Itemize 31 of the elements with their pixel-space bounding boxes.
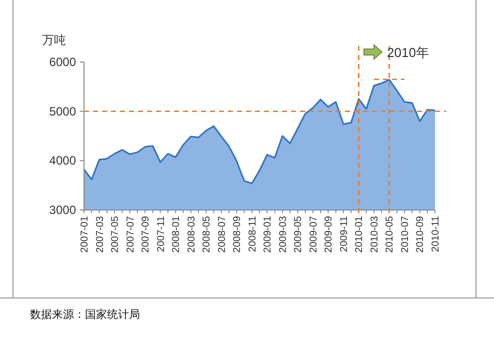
x-tick-label: 2010-07 <box>400 216 411 253</box>
x-tick-label: 2008-01 <box>171 216 182 253</box>
y-tick-label: 3000 <box>49 203 76 217</box>
x-tick-label: 2010-11 <box>430 216 442 252</box>
y-tick-label: 6000 <box>49 55 76 69</box>
x-tick-label: 2010-09 <box>415 216 426 253</box>
y-tick-label: 5000 <box>49 104 76 118</box>
x-tick-label: 2009-07 <box>308 216 320 253</box>
x-tick-label: 2007-09 <box>140 216 152 253</box>
x-tick-label: 2008-07 <box>216 216 228 253</box>
x-tick-label: 2007-11 <box>156 216 167 252</box>
y-axis-title: 万吨 <box>42 33 66 47</box>
source-note: 数据来源：国家统计局 <box>30 308 140 321</box>
x-tick-label: 2010-03 <box>369 216 380 253</box>
x-tick-label: 2008-05 <box>202 216 213 253</box>
x-tick-label: 2007-07 <box>125 216 136 253</box>
x-tick-label: 2010-01 <box>354 216 366 253</box>
x-tick-label: 2007-03 <box>94 216 106 253</box>
x-tick-label: 2008-03 <box>186 216 198 253</box>
x-tick-label: 2009-09 <box>324 216 335 253</box>
x-tick-label: 2009-03 <box>278 216 289 253</box>
x-tick-label: 2008-11 <box>247 216 258 252</box>
x-tick-label: 2007-01 <box>80 216 90 253</box>
x-tick-label: 2009-01 <box>262 216 274 253</box>
x-tick-label: 2010-05 <box>384 216 396 253</box>
y-tick-label: 4000 <box>49 154 76 168</box>
text: 2010年 <box>387 45 429 60</box>
x-tick-label: 2009-05 <box>293 216 304 253</box>
x-tick-label: 2008-09 <box>232 216 244 253</box>
x-tick-label: 2007-05 <box>110 216 122 253</box>
x-tick-label: 2009-11 <box>338 216 350 252</box>
